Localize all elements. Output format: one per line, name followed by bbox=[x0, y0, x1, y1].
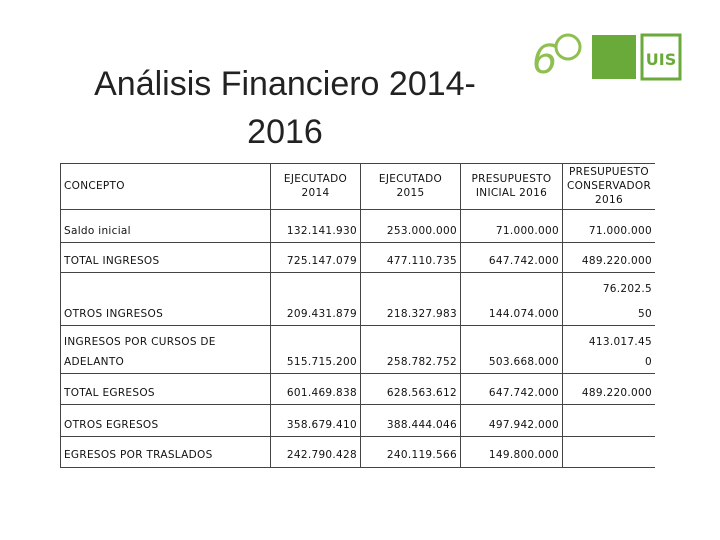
value-cell: 725.147.079 bbox=[270, 243, 360, 273]
row-label: OTROS INGRESOS bbox=[60, 273, 270, 326]
header-cell: CONCEPTO bbox=[60, 164, 270, 210]
university-shield bbox=[640, 33, 682, 81]
value-cell: 240.119.566 bbox=[360, 437, 460, 467]
cell-line: INGRESOS POR CURSOS DE bbox=[64, 336, 216, 348]
row-label: INGRESOS POR CURSOS DE ADELANTO bbox=[60, 326, 270, 374]
value-cell: 489.220.000 bbox=[562, 243, 655, 273]
row-label: TOTAL INGRESOS bbox=[60, 243, 270, 273]
value-cell: 497.942.000 bbox=[460, 405, 562, 437]
value-cell bbox=[562, 405, 655, 437]
value-cell: 253.000.000 bbox=[360, 210, 460, 243]
title-line: 2016 bbox=[247, 113, 323, 151]
table-row: EGRESOS POR TRASLADOS 242.790.428 240.119.… bbox=[60, 436, 655, 468]
cell-text: 218.327.983 bbox=[386, 308, 457, 320]
cell-text: 601.469.838 bbox=[286, 387, 357, 399]
row-label: EGRESOS POR TRASLADOS bbox=[60, 437, 270, 467]
header-cell: EJECUTADO 2015 bbox=[360, 164, 460, 210]
value-cell: 144.074.000 bbox=[460, 273, 562, 326]
cell-line: 50 bbox=[638, 308, 652, 320]
table-row: OTROS EGRESOS 358.679.410 388.444.046 497.9… bbox=[60, 404, 655, 437]
cell-text: 71.000.000 bbox=[588, 225, 652, 237]
slide-title: Análisis Financiero 2014- 2016 bbox=[55, 60, 515, 156]
value-cell: 601.469.838 bbox=[270, 374, 360, 405]
table-row: INGRESOS POR CURSOS DE ADELANTO 515.715.20… bbox=[60, 325, 655, 374]
cell-text: Saldo inicial bbox=[64, 225, 131, 237]
header-cell: PRESUPUESTO CONSERVADOR 2016 bbox=[562, 164, 655, 210]
cell-line: 0 bbox=[645, 356, 652, 368]
cell-text: 489.220.000 bbox=[581, 255, 652, 267]
row-label: OTROS EGRESOS bbox=[60, 405, 270, 437]
value-cell: 149.800.000 bbox=[460, 437, 562, 467]
cell-text: TOTAL EGRESOS bbox=[64, 387, 155, 399]
cell-text: 242.790.428 bbox=[286, 449, 357, 461]
cell-text: 209.431.879 bbox=[286, 308, 357, 320]
value-cell: 209.431.879 bbox=[270, 273, 360, 326]
header-cell: EJECUTADO 2014 bbox=[270, 164, 360, 210]
cell-text: 358.679.410 bbox=[286, 419, 357, 431]
cell-text: 253.000.000 bbox=[386, 225, 457, 237]
value-cell bbox=[562, 437, 655, 467]
row-label: Saldo inicial bbox=[60, 210, 270, 243]
value-cell: 258.782.752 bbox=[360, 326, 460, 374]
cell-text: 647.742.000 bbox=[488, 255, 559, 267]
table-row: TOTAL INGRESOS 725.147.079 477.110.735 647.… bbox=[60, 242, 655, 273]
value-cell: 71.000.000 bbox=[562, 210, 655, 243]
value-cell: 413.017.45 0 bbox=[562, 326, 655, 374]
cell-text: 240.119.566 bbox=[386, 449, 457, 461]
cell-text: 388.444.046 bbox=[386, 419, 457, 431]
cell-text: 647.742.000 bbox=[488, 387, 559, 399]
university-logo bbox=[592, 35, 636, 79]
cell-text: 725.147.079 bbox=[286, 255, 357, 267]
cell-text: 149.800.000 bbox=[488, 449, 559, 461]
title-line: Análisis Financiero 2014- bbox=[94, 65, 476, 103]
table-row: Saldo inicial 132.141.930 253.000.000 71.00… bbox=[60, 209, 655, 243]
value-cell: 218.327.983 bbox=[360, 273, 460, 326]
university-shield-mark: UIS bbox=[646, 50, 676, 69]
cell-line: 413.017.45 bbox=[588, 336, 652, 348]
cell-line: 76.202.5 bbox=[602, 283, 652, 295]
anniversary-logo-ring bbox=[554, 33, 582, 61]
cell-text: 477.110.735 bbox=[386, 255, 457, 267]
cell-text: 132.141.930 bbox=[286, 225, 357, 237]
cell-line: ADELANTO bbox=[64, 356, 125, 368]
cell-text: OTROS EGRESOS bbox=[64, 419, 159, 431]
value-cell: 76.202.5 50 bbox=[562, 273, 655, 326]
logos: 6 UIS bbox=[532, 33, 682, 83]
cell-text: 503.668.000 bbox=[488, 356, 559, 368]
header-cell: PRESUPUESTO INICIAL 2016 bbox=[460, 164, 562, 210]
cell-text: 144.074.000 bbox=[488, 308, 559, 320]
value-cell: 388.444.046 bbox=[360, 405, 460, 437]
table-row: OTROS INGRESOS 209.431.879 218.327.983 144.… bbox=[60, 272, 655, 326]
value-cell: 358.679.410 bbox=[270, 405, 360, 437]
value-cell: 489.220.000 bbox=[562, 374, 655, 405]
value-cell: 71.000.000 bbox=[460, 210, 562, 243]
row-label: TOTAL EGRESOS bbox=[60, 374, 270, 405]
cell-text: 515.715.200 bbox=[286, 356, 357, 368]
value-cell: 647.742.000 bbox=[460, 243, 562, 273]
cell-text: 258.782.752 bbox=[386, 356, 457, 368]
value-cell: 503.668.000 bbox=[460, 326, 562, 374]
cell-text: 497.942.000 bbox=[488, 419, 559, 431]
value-cell: 515.715.200 bbox=[270, 326, 360, 374]
cell-text: OTROS INGRESOS bbox=[64, 308, 164, 320]
value-cell: 477.110.735 bbox=[360, 243, 460, 273]
value-cell: 647.742.000 bbox=[460, 374, 562, 405]
table-row: TOTAL EGRESOS 601.469.838 628.563.612 647.7… bbox=[60, 373, 655, 405]
cell-text: 71.000.000 bbox=[495, 225, 559, 237]
anniversary-logo: 6 bbox=[532, 37, 557, 83]
cell-text: 489.220.000 bbox=[581, 387, 652, 399]
cell-text: 628.563.612 bbox=[386, 387, 457, 399]
value-cell: 628.563.612 bbox=[360, 374, 460, 405]
cell-text: TOTAL INGRESOS bbox=[64, 255, 160, 267]
header-row: CONCEPTO EJECUTADO 2014 EJECUTADO 2015 PRES… bbox=[60, 163, 655, 210]
cell-text: EGRESOS POR TRASLADOS bbox=[64, 449, 213, 461]
value-cell: 242.790.428 bbox=[270, 437, 360, 467]
value-cell: 132.141.930 bbox=[270, 210, 360, 243]
